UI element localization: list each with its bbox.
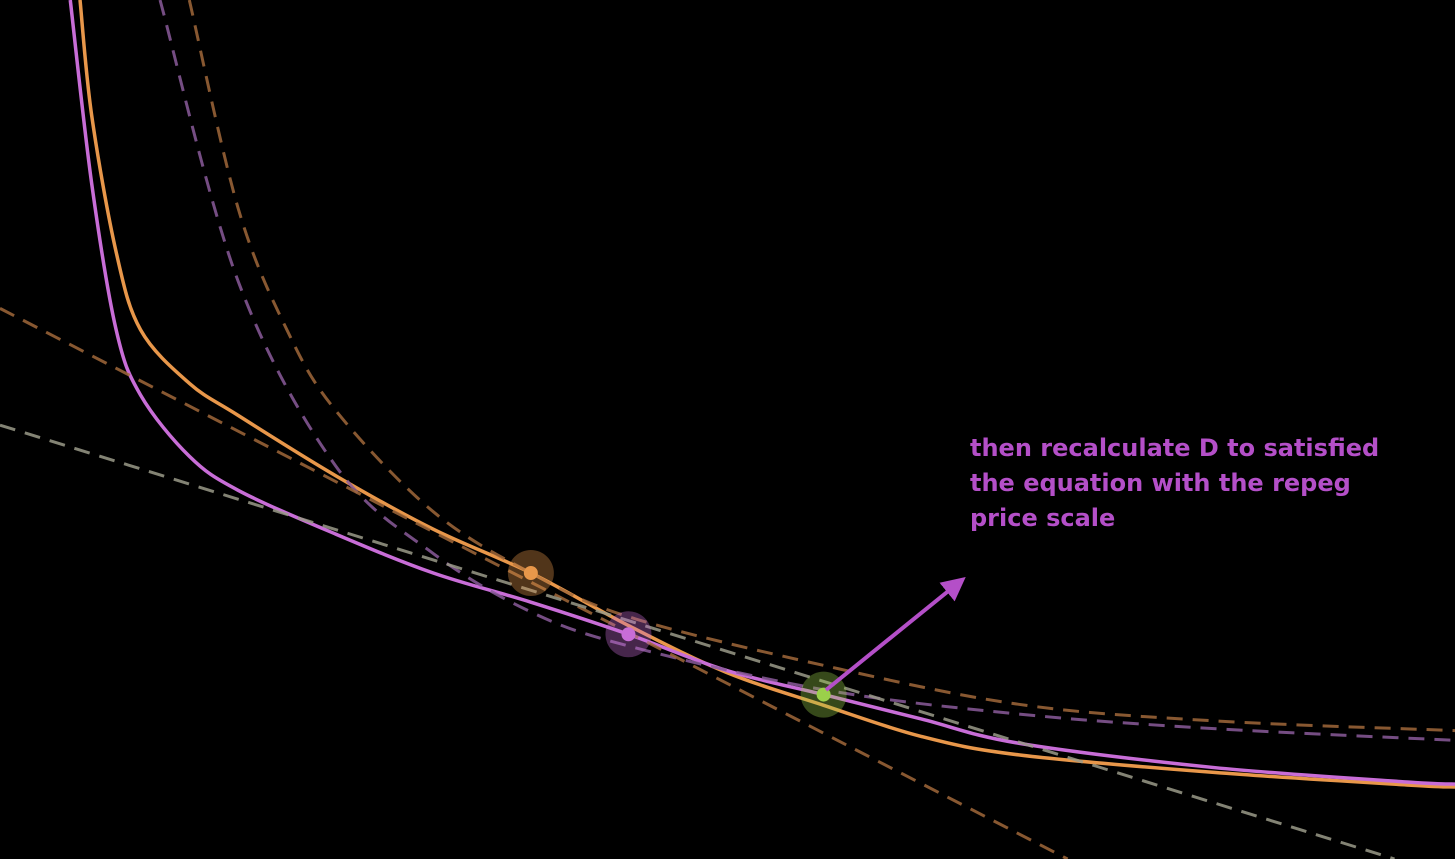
annotation: then recalculate D to satisfied <box>970 434 1379 462</box>
point <box>621 627 636 642</box>
point <box>523 565 538 580</box>
dashed-curve <box>0 423 1395 859</box>
labels: then recalculate D to satisfied the equat… <box>970 434 1379 532</box>
annotation: the equation with the repeg <box>970 469 1351 497</box>
dashed-curve <box>0 307 1069 859</box>
annotation: price scale <box>970 504 1115 532</box>
curve <box>68 0 1455 786</box>
annotation-arrow <box>824 576 966 692</box>
dashed-curve <box>158 0 1455 742</box>
curve <box>78 0 1455 789</box>
dashed-curve <box>187 0 1455 733</box>
